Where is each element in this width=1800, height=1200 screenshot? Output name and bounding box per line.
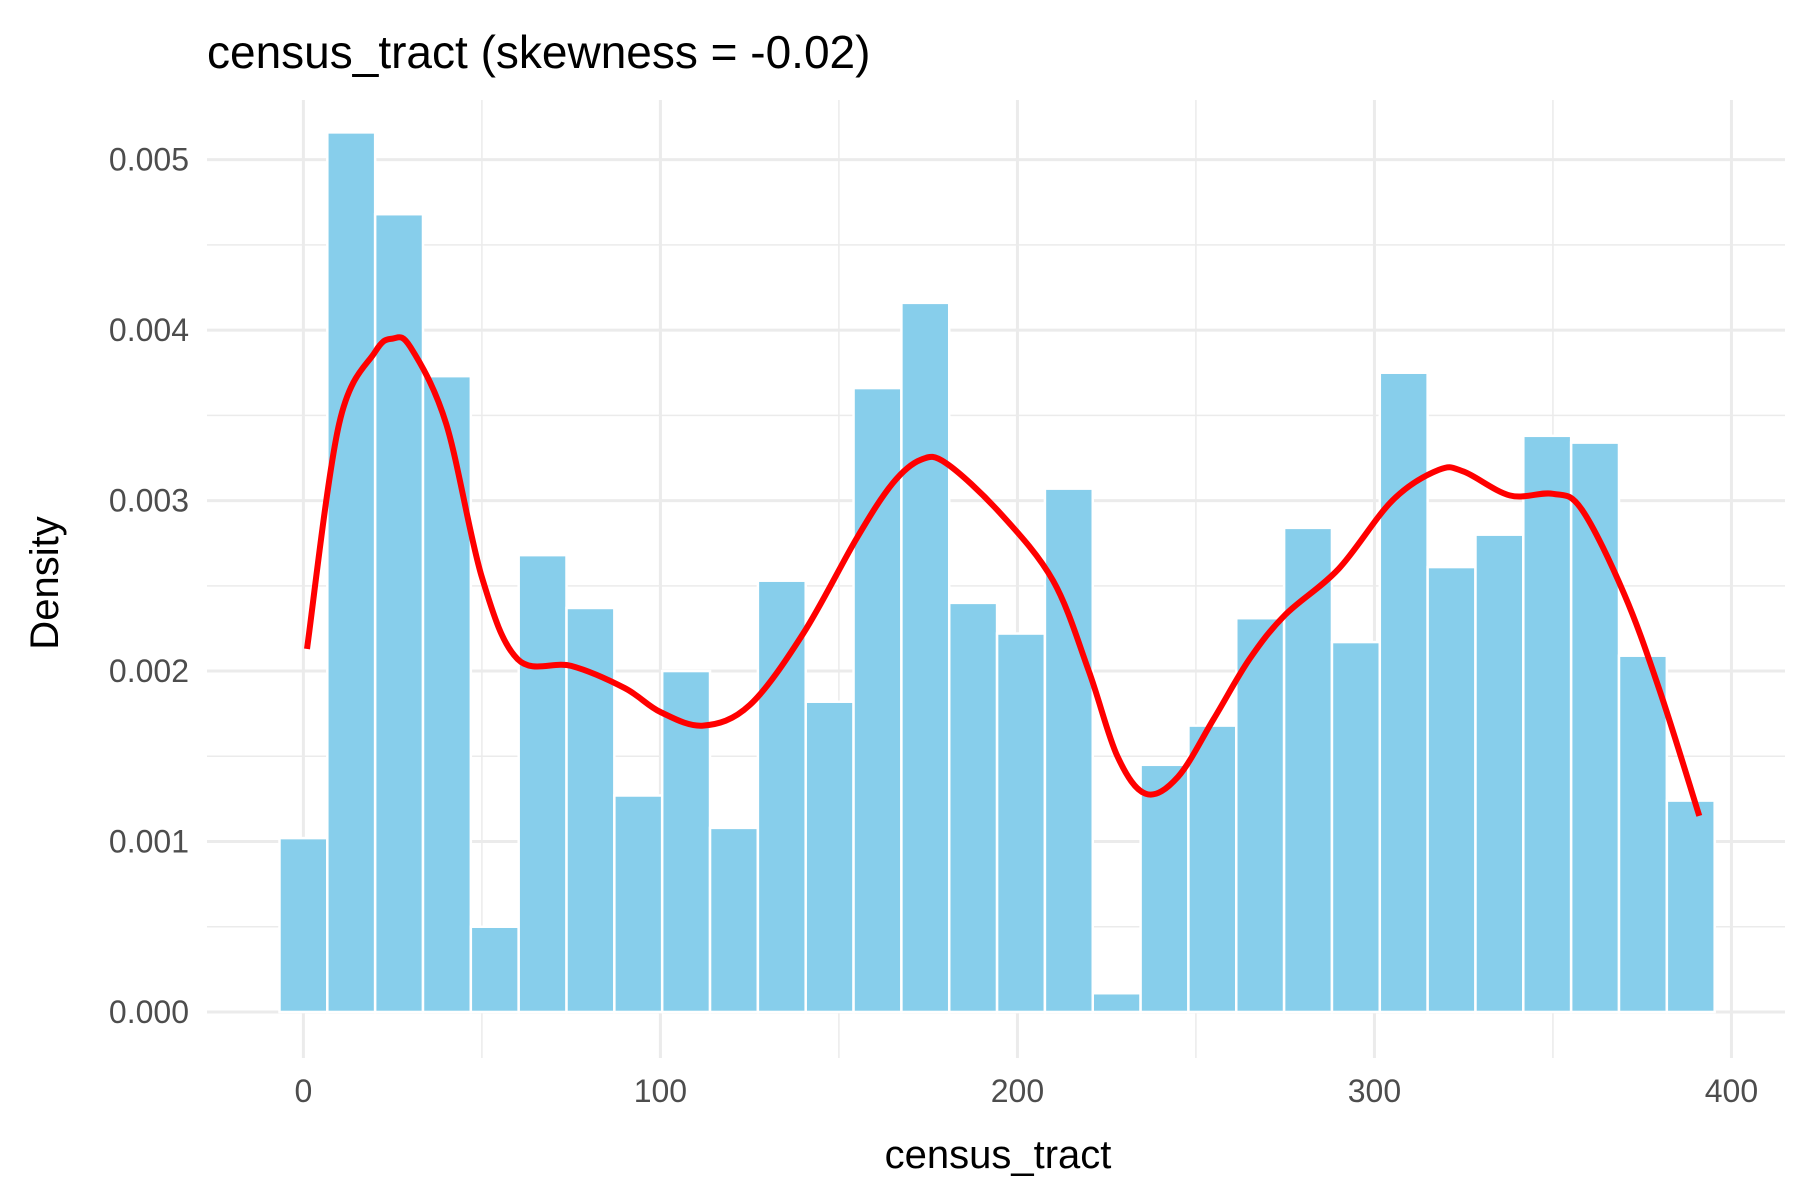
histogram-bar xyxy=(1043,487,1095,1014)
y-tick-label: 0.000 xyxy=(109,994,189,1030)
x-tick-label: 300 xyxy=(1348,1073,1401,1109)
histogram-bar xyxy=(373,212,425,1014)
histogram-bar xyxy=(947,601,999,1014)
histogram-bar xyxy=(995,632,1047,1014)
histogram-bars xyxy=(278,131,1716,1014)
x-axis-tick-labels: 0 100 200 300 400 xyxy=(294,1073,1758,1109)
histogram-bar xyxy=(1235,616,1286,1014)
histogram-bar xyxy=(1522,434,1573,1014)
histogram-bar xyxy=(1282,526,1334,1014)
histogram-bar xyxy=(469,925,520,1014)
chart-title: census_tract (skewness = -0.02) xyxy=(207,26,870,78)
histogram-bar xyxy=(1091,991,1142,1014)
y-tick-label: 0.002 xyxy=(109,653,189,689)
histogram-bar xyxy=(517,553,568,1014)
histogram-bar xyxy=(1617,654,1669,1014)
histogram-bar xyxy=(900,301,951,1014)
x-axis-title: census_tract xyxy=(885,1133,1112,1177)
x-tick-label: 100 xyxy=(634,1073,687,1109)
y-tick-label: 0.005 xyxy=(109,142,189,178)
histogram-bar xyxy=(278,836,329,1014)
histogram-bar xyxy=(613,794,664,1014)
density-curve xyxy=(304,334,1703,817)
histogram-bar xyxy=(708,826,760,1014)
histogram-bar xyxy=(1474,533,1525,1014)
histogram-bar xyxy=(756,579,807,1014)
y-axis-title: Density xyxy=(23,516,67,649)
histogram-bar xyxy=(1378,371,1429,1014)
y-tick-label: 0.004 xyxy=(109,312,189,348)
histogram-bar xyxy=(804,700,855,1014)
y-axis-tick-labels: 0.000 0.001 0.002 0.003 0.004 0.005 xyxy=(109,142,189,1030)
histogram-bar xyxy=(1139,763,1190,1014)
x-tick-label: 0 xyxy=(294,1073,312,1109)
histogram-bar xyxy=(326,131,377,1014)
y-tick-label: 0.003 xyxy=(109,483,189,519)
histogram-bar xyxy=(1187,724,1238,1014)
histogram-bar xyxy=(421,374,473,1014)
histogram-bar xyxy=(1330,640,1382,1014)
x-tick-label: 200 xyxy=(991,1073,1044,1109)
histogram-bar xyxy=(1426,565,1477,1014)
x-tick-label: 400 xyxy=(1705,1073,1758,1109)
y-tick-label: 0.001 xyxy=(109,824,189,860)
histogram-bar xyxy=(1665,799,1716,1014)
